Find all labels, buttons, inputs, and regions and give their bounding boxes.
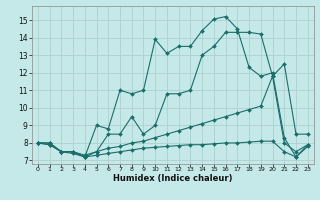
X-axis label: Humidex (Indice chaleur): Humidex (Indice chaleur) xyxy=(113,174,233,183)
